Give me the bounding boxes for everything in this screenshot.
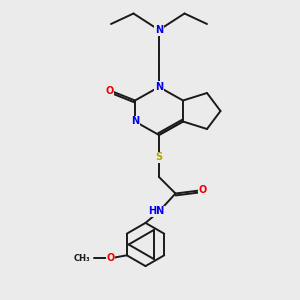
Text: S: S [155, 152, 163, 163]
Text: O: O [105, 86, 114, 97]
Text: N: N [155, 25, 163, 35]
Text: N: N [131, 116, 139, 127]
Text: HN: HN [148, 206, 165, 217]
Text: O: O [199, 184, 207, 195]
Text: O: O [106, 253, 114, 263]
Text: N: N [155, 82, 163, 92]
Text: CH₃: CH₃ [74, 254, 90, 263]
